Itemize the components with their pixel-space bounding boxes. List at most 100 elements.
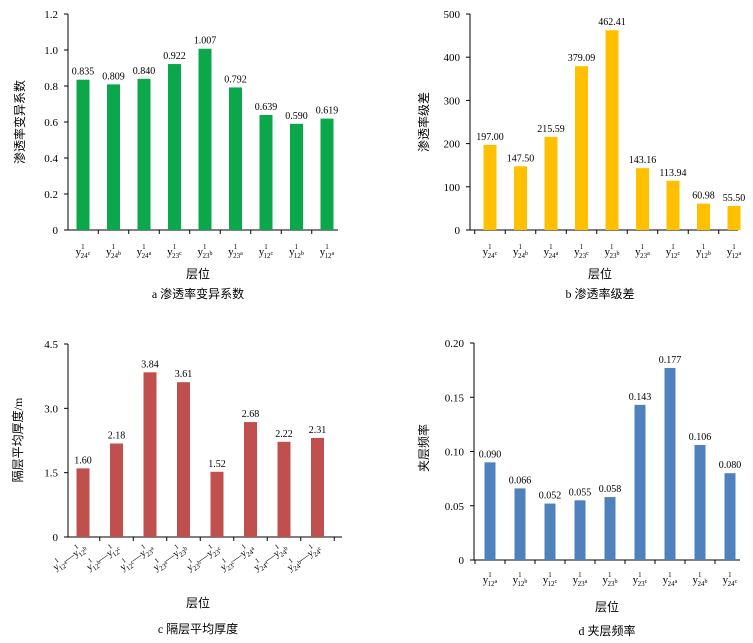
bar <box>168 64 181 230</box>
x-tick-label: y1 23c <box>167 243 182 260</box>
y-axis-title: 渗透率级差 <box>416 92 431 152</box>
data-label: 0.143 <box>629 392 652 403</box>
x-tick-label: y1 12a <box>727 243 742 260</box>
data-label: 0.619 <box>316 106 339 117</box>
x-tick-label: y124a—y124b <box>249 539 290 575</box>
bar <box>634 404 646 560</box>
bar <box>727 206 741 230</box>
panel-a: 0 0.2 0.4 0.6 0.8 1.0 1.2 0.835 y1 24c 0.809 y1 24b 0… <box>12 9 338 301</box>
panel-caption: a 渗透率变异系数 <box>152 286 244 301</box>
bar <box>514 166 527 230</box>
bar <box>143 372 157 537</box>
x-axis-title: 层位 <box>186 266 210 281</box>
x-axis-title: 层位 <box>588 266 612 281</box>
x-tick-label: y1 12b <box>513 571 528 588</box>
x-tick-label: y1 12c <box>259 243 274 260</box>
data-label: 0.922 <box>163 51 186 62</box>
y-axis-title: 夹层频率 <box>416 424 431 472</box>
x-tick-label: y1 24c <box>483 243 498 260</box>
y-tick-label: 0.6 <box>44 117 58 129</box>
y-tick-label: 3.0 <box>44 403 58 415</box>
bar <box>107 84 120 230</box>
y-tick-label: 0 <box>459 555 465 567</box>
x-tick-label: y1 24a <box>663 571 678 588</box>
x-tick-label: y1 12b <box>696 243 711 260</box>
x-tick-label: y1 24a <box>137 243 152 260</box>
data-label: 0.835 <box>72 67 95 78</box>
bar <box>198 48 212 230</box>
panel-b: 0 100 200 300 400 500 197.00 y1 24c 147.50 y1 24b 21… <box>416 9 745 301</box>
bar <box>290 123 303 230</box>
bar <box>484 462 496 560</box>
x-tick-label: y1 24b <box>106 243 121 260</box>
bar <box>210 471 224 537</box>
bar <box>636 168 649 230</box>
x-tick-label: y124b—y124c <box>285 542 323 574</box>
x-tick-label: y1 12a <box>320 243 335 260</box>
data-label: 55.50 <box>723 193 746 204</box>
data-label: 2.18 <box>108 431 126 442</box>
bar <box>110 443 123 537</box>
bar <box>177 382 190 537</box>
y-tick-label: 200 <box>444 139 461 151</box>
data-label: 0.106 <box>689 432 712 443</box>
data-label: 215.59 <box>537 124 565 135</box>
bar <box>76 468 90 537</box>
data-label: 0.055 <box>569 487 592 498</box>
y-tick-label: 0 <box>455 225 461 237</box>
panel-caption: c 隔层平均厚度 <box>158 621 238 636</box>
y-tick-label: 1.0 <box>44 45 58 57</box>
y-tick-label: 0.20 <box>445 338 465 350</box>
y-tick-label: 100 <box>444 182 461 194</box>
x-tick-label: y1 24a <box>544 243 559 260</box>
panel-caption: b 渗透率级差 <box>565 286 634 301</box>
bar <box>575 66 588 230</box>
data-label: 60.98 <box>692 191 715 202</box>
x-tick-label: y1 12c <box>666 243 681 260</box>
data-label: 143.16 <box>629 155 657 166</box>
x-tick-label: y1 23a <box>573 571 588 588</box>
data-label: 0.066 <box>509 475 532 486</box>
x-tick-label-text: y112a—y112b <box>49 539 90 575</box>
bar <box>320 118 334 230</box>
data-label: 1.52 <box>208 459 226 470</box>
x-tick-label-text: y112b—y112c <box>82 539 123 575</box>
bar <box>724 473 736 560</box>
data-label: 2.68 <box>242 409 260 420</box>
y-tick-label: 0.4 <box>44 153 58 165</box>
bar <box>604 497 616 560</box>
y-tick-label: 1.5 <box>44 468 58 480</box>
x-tick-label: y123c—y124a <box>219 542 256 573</box>
x-tick-label: y1 12a <box>483 571 498 588</box>
x-tick-label: y1 23b <box>198 243 213 260</box>
bar <box>697 203 710 230</box>
y-tick-label: 400 <box>444 52 461 64</box>
data-label: 379.09 <box>568 53 596 64</box>
x-axis-title: 层位 <box>186 595 210 610</box>
data-label: 0.809 <box>102 71 125 82</box>
data-label: 2.31 <box>309 425 327 436</box>
bar <box>664 367 676 560</box>
y-axis-title: 隔层平均厚度/m <box>10 397 25 482</box>
x-tick-label: y1 24c <box>76 243 91 260</box>
y-tick-label: 0.05 <box>445 501 465 513</box>
data-label: 462.41 <box>598 17 626 28</box>
y-tick-label: 500 <box>444 9 461 21</box>
x-tick-label: y1 12b <box>289 243 304 260</box>
bar <box>229 87 242 230</box>
bar <box>277 441 291 537</box>
y-axis-title: 渗透率变异系数 <box>12 80 27 164</box>
bar <box>605 30 619 231</box>
panel-d: 0 0.05 0.10 0.15 0.20 0.090 y1 12a 0.066 y1 12b 0.0… <box>416 338 741 638</box>
bar <box>514 488 526 560</box>
panel-caption: d 夹层频率 <box>578 623 635 638</box>
x-tick-label-text: y123b—y123c <box>182 539 224 575</box>
x-tick-label-text: y124a—y124b <box>249 539 290 575</box>
x-tick-label: y112c—y123a <box>118 542 155 573</box>
x-tick-label: y1 24c <box>723 571 738 588</box>
data-label: 1.60 <box>74 455 92 466</box>
bar <box>76 79 90 230</box>
y-tick-label: 0.10 <box>445 447 465 459</box>
data-label: 3.84 <box>141 359 159 370</box>
